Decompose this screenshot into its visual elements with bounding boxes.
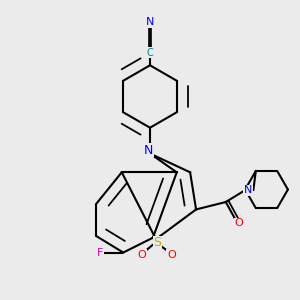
Text: O: O	[235, 218, 244, 228]
Text: O: O	[137, 250, 146, 260]
Text: N: N	[146, 17, 154, 27]
Text: O: O	[167, 250, 176, 260]
Text: F: F	[97, 248, 103, 257]
Text: N: N	[144, 143, 153, 157]
Text: S: S	[153, 236, 161, 249]
Text: C: C	[147, 48, 153, 58]
Text: N: N	[244, 185, 252, 195]
